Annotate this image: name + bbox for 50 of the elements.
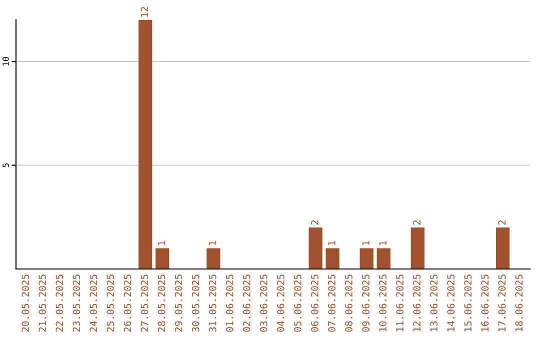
x-tick-label: 10.06.2025: [379, 274, 386, 332]
x-tick-label: 08.06.2025: [345, 274, 352, 332]
x-tick-label: 22.05.2025: [56, 274, 64, 332]
x-tick-label: 11.06.2025: [396, 274, 404, 332]
x-tick-label: 24.05.2025: [90, 274, 98, 332]
x-tick-label: 07.06.2025: [328, 274, 336, 332]
x-tick-label: 23.05.2025: [72, 274, 80, 332]
data-label: 1: [362, 240, 370, 246]
x-tick-label: 13.06.2025: [430, 274, 438, 332]
data-label: 12: [140, 7, 148, 17]
data-label: 2: [498, 220, 506, 225]
x-tick-label: 30.05.2025: [192, 274, 200, 332]
x-tick-label: 26.05.2025: [124, 274, 132, 332]
x-tick-label: 20.05.2025: [22, 274, 30, 332]
x-tick-label: 27.05.2025: [140, 274, 148, 332]
bar: [410, 228, 424, 269]
bar: [326, 248, 340, 269]
x-tick-label: 28.05.2025: [158, 274, 166, 332]
x-tick-label: 12.06.2025: [413, 274, 421, 332]
data-label: 1: [209, 240, 216, 246]
data-label: 1: [158, 240, 166, 246]
x-tick-label: 31.05.2025: [208, 274, 216, 332]
x-tick-label: 06.06.2025: [311, 274, 318, 332]
x-tick-label: 05.06.2025: [294, 274, 302, 332]
x-tick-label: 21.05.2025: [38, 274, 46, 332]
x-tick-label: 25.05.2025: [106, 274, 114, 332]
bar: [376, 248, 390, 269]
x-tick-label: 29.05.2025: [174, 274, 182, 332]
bar: [206, 248, 220, 269]
data-label: 2: [311, 220, 318, 225]
x-tick-label: 17.06.2025: [498, 274, 506, 332]
y-tick-label: 5: [2, 163, 9, 168]
data-label: 1: [328, 240, 336, 246]
x-tick-label: 02.06.2025: [242, 274, 250, 332]
x-tick-label: 01.06.2025: [226, 274, 234, 332]
bar: [138, 20, 152, 269]
x-tick-label: 14.06.2025: [447, 274, 455, 332]
x-tick-label: 16.06.2025: [481, 274, 489, 332]
y-tick-label: 10: [2, 57, 9, 66]
bar: [360, 248, 374, 269]
x-tick-label: 03.06.2025: [260, 274, 268, 332]
data-label: 2: [413, 220, 420, 225]
bar: [308, 228, 322, 269]
data-label: 1: [379, 240, 386, 246]
x-tick-label: 15.06.2025: [464, 274, 472, 332]
x-tick-label: 18.06.2025: [515, 274, 523, 332]
x-tick-label: 04.06.2025: [277, 274, 284, 332]
x-tick-label: 09.06.2025: [362, 274, 370, 332]
bar: [156, 248, 170, 269]
bar: [496, 228, 510, 269]
